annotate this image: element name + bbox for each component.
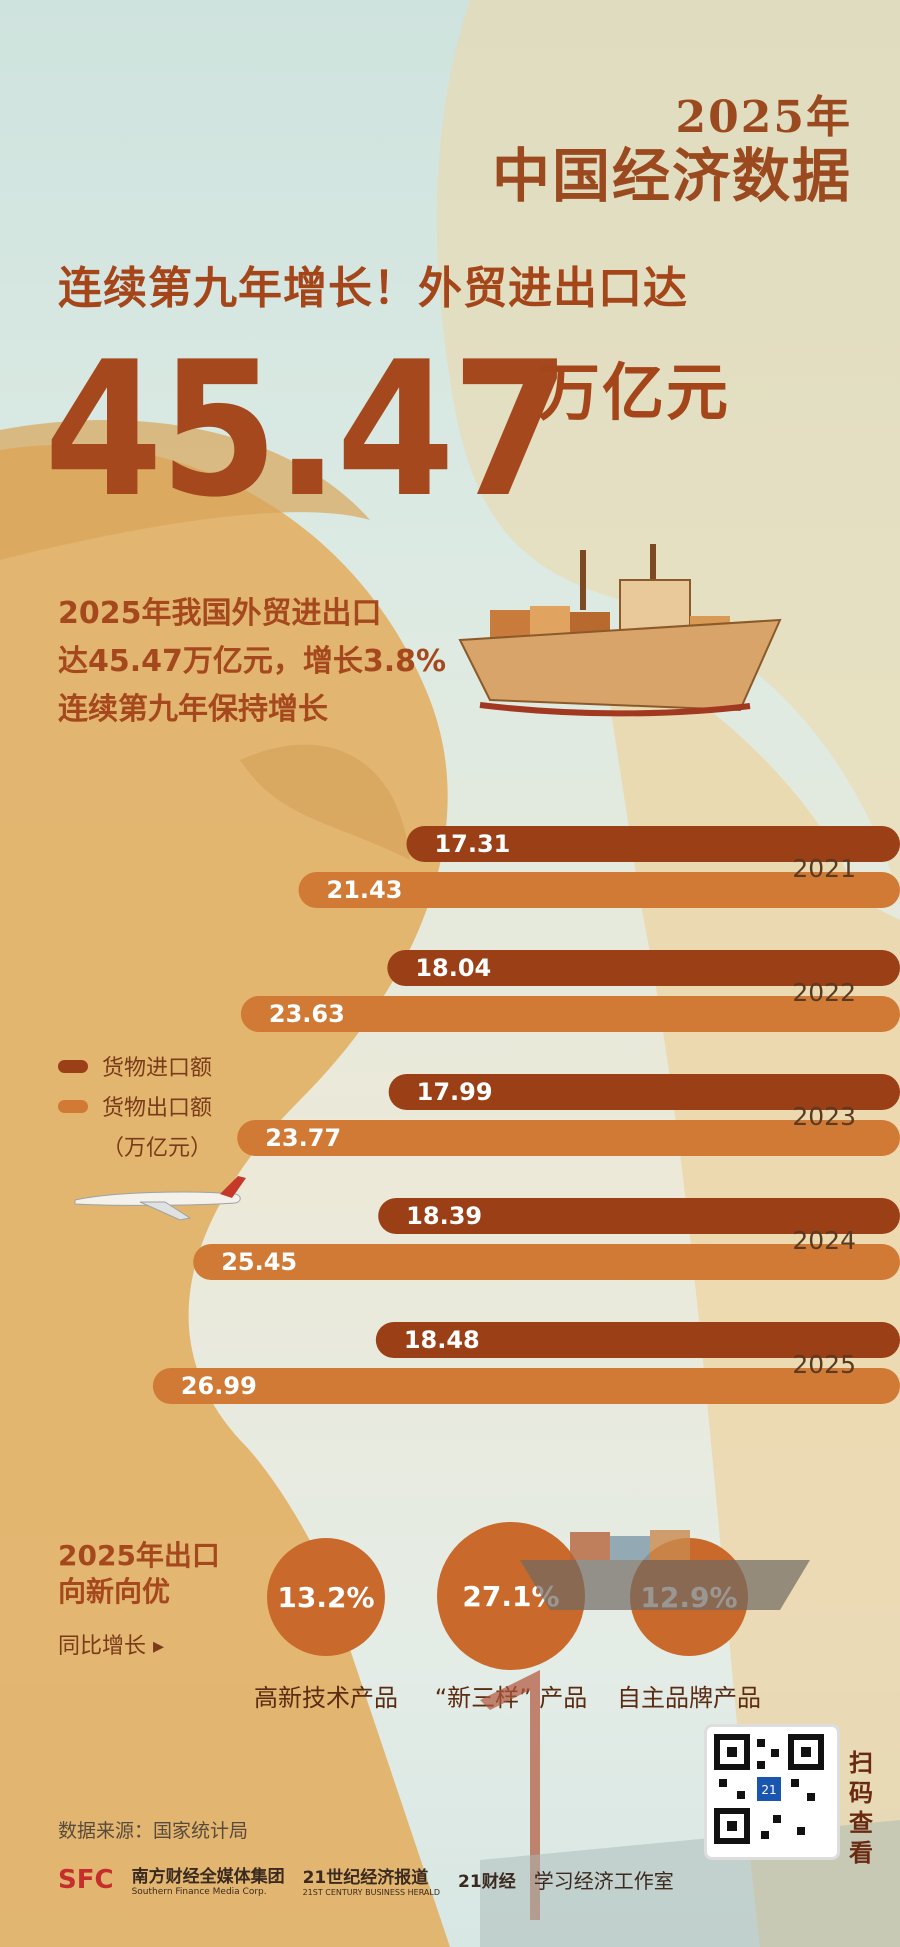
export-bar-2021	[298, 872, 900, 908]
legend-label-import: 货物进口额	[102, 1056, 213, 1081]
footer-org-2-en: 21ST CENTURY BUSINESS HERALD	[302, 1887, 441, 1897]
qr-code[interactable]: 21	[704, 1724, 840, 1860]
export-value-label-2021: 21.43	[327, 876, 403, 904]
chart-legend: 货物进口额 货物出口额 （万亿元）	[58, 1046, 212, 1166]
data-source: 数据来源：国家统计局	[58, 1820, 249, 1842]
import-value-label-2021: 17.31	[434, 830, 510, 858]
yoy-growth-label: 同比增长 ▸	[58, 1634, 165, 1659]
export-growth-title-line-2: 向新向优	[58, 1575, 171, 1608]
import-bar-2024	[378, 1198, 900, 1234]
footer-org-2-name: 21世纪经济报道	[302, 1867, 429, 1888]
footer-org-2: 21世纪经济报道 21ST CENTURY BUSINESS HERALD	[303, 1863, 440, 1897]
footer-logos: SFC 南方财经全媒体集团 Southern Finance Media Cor…	[58, 1862, 674, 1898]
export-value-label-2023: 23.77	[265, 1124, 341, 1152]
import-value-label-2022: 18.04	[415, 954, 491, 982]
year-label-2021: 2021	[792, 854, 856, 883]
brand-name: 中国经济数据	[491, 142, 852, 210]
footer-org-1-en: Southern Finance Media Corp.	[131, 1887, 267, 1897]
summary-line-3: 连续第九年保持增长	[58, 692, 328, 727]
qr-badge: 21	[761, 1783, 776, 1797]
cargo-ship-illustration	[458, 544, 782, 717]
summary-line-1: 2025年我国外贸进出口	[58, 596, 382, 631]
footer-org-1: 南方财经全媒体集团 Southern Finance Media Corp.	[132, 1862, 285, 1897]
export-value-label-2022: 23.63	[269, 1000, 345, 1028]
export-bar-2024	[193, 1244, 900, 1280]
legend-swatch-import	[58, 1059, 88, 1073]
import-bar-2025	[375, 1322, 900, 1358]
big-number-unit: 万亿元	[538, 356, 731, 429]
year-label-2022: 2022	[792, 978, 856, 1007]
import-value-label-2024: 18.39	[406, 1202, 482, 1230]
export-bar-2022	[240, 996, 900, 1032]
brand-year: 2025年	[675, 92, 852, 143]
footer-org-3: 21财经	[458, 1872, 516, 1892]
airplane-illustration	[74, 1176, 246, 1221]
legend-item-export: 货物出口额	[58, 1086, 212, 1126]
footer-org-4: 学习经济工作室	[533, 1869, 674, 1893]
footer-org-1-name: 南方财经全媒体集团	[131, 1867, 285, 1887]
legend-item-import: 货物进口额	[58, 1046, 212, 1086]
export-growth-title: 2025年出口 向新向优	[58, 1538, 220, 1610]
growth-label-hightech: 高新技术产品	[254, 1684, 398, 1712]
scan-to-view: 扫码查看	[849, 1748, 873, 1867]
headline: 连续第九年增长！外贸进出口达	[58, 263, 688, 314]
export-value-label-2025: 26.99	[181, 1372, 257, 1400]
year-label-2023: 2023	[792, 1102, 856, 1131]
legend-swatch-export	[58, 1099, 88, 1113]
import-bar-2021	[406, 826, 900, 862]
import-value-label-2025: 18.48	[404, 1326, 480, 1354]
year-label-2024: 2024	[792, 1226, 856, 1255]
brand-title: 2025年 中国经济数据	[492, 92, 852, 208]
summary-line-2: 达45.47万亿元，增长3.8%	[58, 644, 447, 679]
legend-label-export: 货物出口额	[102, 1096, 213, 1121]
import-bar-2023	[388, 1074, 900, 1110]
export-value-label-2024: 25.45	[221, 1248, 297, 1276]
export-growth-title-line-1: 2025年出口	[58, 1539, 220, 1572]
export-bar-2025	[152, 1368, 900, 1404]
import-bar-2022	[387, 950, 900, 986]
growth-label-own-brand: 自主品牌产品	[617, 1684, 761, 1712]
sfc-logo: SFC	[58, 1864, 114, 1895]
qr-code-pattern: 21	[714, 1734, 824, 1844]
export-bar-2023	[237, 1120, 900, 1156]
growth-circle-hightech: 13.2%	[267, 1538, 385, 1656]
import-value-label-2023: 17.99	[417, 1078, 493, 1106]
legend-unit: （万亿元）	[102, 1136, 213, 1161]
year-label-2025: 2025	[792, 1350, 856, 1379]
big-number: 45.47	[44, 321, 571, 538]
